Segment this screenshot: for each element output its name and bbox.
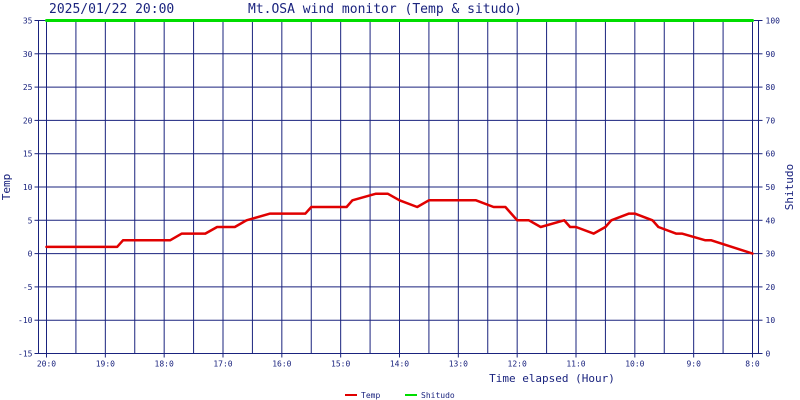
legend-label-temp: Temp bbox=[361, 391, 380, 400]
x-tick-label: 8:0 bbox=[745, 360, 760, 369]
x-tick-label: 9:0 bbox=[686, 360, 701, 369]
left-tick-label: 10 bbox=[23, 183, 33, 192]
x-tick-label: 20:0 bbox=[37, 360, 56, 369]
header-title: Mt.OSA wind monitor (Temp & situdo) bbox=[248, 2, 522, 17]
left-tick-label: 0 bbox=[28, 250, 33, 259]
plot-area bbox=[38, 19, 759, 354]
x-tick-label: 18:0 bbox=[155, 360, 174, 369]
header: 2025/01/22 20:00 Mt.OSA wind monitor (Te… bbox=[49, 2, 522, 17]
left-tick-label: 25 bbox=[23, 83, 33, 92]
left-tick-label: -15 bbox=[18, 350, 33, 359]
left-tick-label: 35 bbox=[23, 17, 33, 26]
right-tick-label: 70 bbox=[766, 116, 776, 125]
x-tick-label: 16:0 bbox=[272, 360, 291, 369]
left-axis-ticks: 35 30 25 20 15 10 5 0 -5 -10 -15 bbox=[18, 17, 39, 359]
right-tick-label: 80 bbox=[766, 83, 776, 92]
x-axis-ticks: 20:0 19:0 18:0 17:0 16:0 15:0 14:0 13:0 12:0 11:0… bbox=[37, 353, 760, 369]
right-tick-label: 50 bbox=[766, 183, 776, 192]
right-tick-label: 30 bbox=[766, 250, 776, 259]
left-tick-label: 20 bbox=[23, 116, 33, 125]
left-tick-label: -5 bbox=[23, 283, 33, 292]
left-tick-label: -10 bbox=[18, 316, 33, 325]
x-tick-label: 11:0 bbox=[566, 360, 585, 369]
legend: Temp Shitudo bbox=[345, 391, 455, 400]
header-timestamp: 2025/01/22 20:00 bbox=[49, 2, 174, 17]
x-tick-label: 15:0 bbox=[331, 360, 350, 369]
x-tick-label: 10:0 bbox=[625, 360, 644, 369]
x-tick-label: 19:0 bbox=[96, 360, 115, 369]
right-tick-label: 20 bbox=[766, 283, 776, 292]
x-tick-label: 12:0 bbox=[508, 360, 527, 369]
x-tick-label: 17:0 bbox=[213, 360, 232, 369]
series-line-temp bbox=[45, 192, 754, 255]
y-axis-label-right: Shitudo bbox=[783, 164, 796, 210]
right-tick-label: 40 bbox=[766, 216, 776, 225]
left-tick-label: 15 bbox=[23, 150, 33, 159]
x-tick-label: 14:0 bbox=[390, 360, 409, 369]
legend-label-shitudo: Shitudo bbox=[421, 391, 455, 400]
legend-item-temp: Temp bbox=[345, 391, 380, 400]
y-axis-label-left: Temp bbox=[0, 174, 13, 201]
series-layer bbox=[45, 19, 754, 255]
right-tick-label: 100 bbox=[766, 17, 781, 26]
right-tick-label: 0 bbox=[766, 350, 771, 359]
right-tick-label: 60 bbox=[766, 150, 776, 159]
left-tick-label: 5 bbox=[28, 216, 33, 225]
right-tick-label: 10 bbox=[766, 316, 776, 325]
legend-item-shitudo: Shitudo bbox=[405, 391, 455, 400]
x-tick-label: 13:0 bbox=[449, 360, 468, 369]
right-tick-label: 90 bbox=[766, 50, 776, 59]
left-tick-label: 30 bbox=[23, 50, 33, 59]
x-axis-label: Time elapsed (Hour) bbox=[489, 372, 615, 385]
